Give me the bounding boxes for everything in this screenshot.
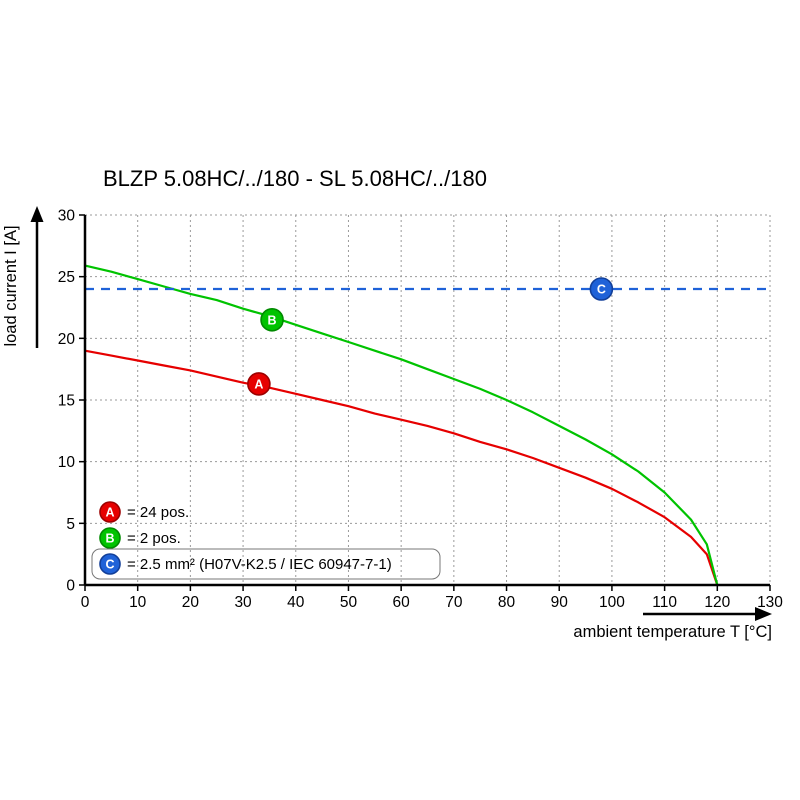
legend: A = 24 pos. B = 2 pos. C = 2.5 mm² (H07V… [91, 501, 441, 580]
y-tick-label-15: 15 [58, 393, 75, 410]
x-tick-label-20: 20 [182, 594, 200, 611]
y-tick-label-20: 20 [58, 331, 76, 348]
curve-layer [84, 264, 770, 586]
curve-A [84, 349, 719, 586]
x-tick-label-80: 80 [498, 594, 516, 611]
y-tick-label-25: 25 [58, 269, 75, 286]
grid-layer [85, 214, 771, 585]
y-tick-label-5: 5 [66, 516, 75, 533]
marker-layer: A B C [247, 277, 614, 396]
legend-item-c-box [91, 548, 441, 580]
x-tick-label-100: 100 [599, 594, 625, 611]
marker-A [247, 372, 271, 396]
legend-dot-a [99, 501, 121, 523]
y-tick-label-0: 0 [66, 578, 75, 595]
legend-label-a: = 24 pos. [127, 504, 189, 521]
marker-letter-B: B [268, 313, 277, 327]
x-tick-label-70: 70 [445, 594, 463, 611]
x-axis-annotation: ambient temperature T [°C] [573, 607, 772, 641]
y-axis-arrow-head [30, 206, 44, 222]
marker-letter-A: A [254, 377, 263, 391]
x-tick-label-10: 10 [129, 594, 147, 611]
y-axis-label: load current I [A] [2, 225, 20, 346]
chart-title: BLZP 5.08HC/../180 - SL 5.08HC/../180 [103, 166, 487, 191]
legend-label-b: = 2 pos. [127, 530, 181, 547]
x-tick-label-30: 30 [234, 594, 252, 611]
x-axis-arrow-head [755, 607, 772, 621]
y-axis-annotation: load current I [A] [2, 206, 44, 348]
x-tick-label-60: 60 [393, 594, 411, 611]
y-tick-label-30: 30 [58, 208, 76, 225]
legend-letter-b: B [105, 532, 114, 546]
marker-C [589, 277, 614, 301]
x-tick-label-110: 110 [652, 594, 677, 611]
marker-letter-C: C [597, 283, 606, 297]
x-axis-label: ambient temperature T [°C] [573, 623, 772, 641]
axis-layer: 0 10 20 30 40 50 60 70 80 90 100 110 120 130 0 5 10 15 20 2… [58, 208, 784, 612]
legend-dot-b [99, 527, 121, 549]
legend-label-c: = 2.5 mm² (H07V-K2.5 / IEC 60947-7-1) [127, 556, 392, 573]
x-tick-label-0: 0 [81, 594, 90, 611]
y-tick-label-10: 10 [58, 454, 76, 471]
x-tick-label-90: 90 [551, 594, 569, 611]
x-tick-label-130: 130 [757, 594, 783, 611]
legend-letter-a: A [105, 506, 114, 520]
x-tick-label-50: 50 [340, 594, 358, 611]
legend-dot-c [99, 553, 121, 575]
x-tick-label-120: 120 [704, 594, 730, 611]
legend-letter-c: C [105, 558, 114, 572]
curve-B [84, 264, 719, 586]
x-tick-label-40: 40 [287, 594, 305, 611]
marker-B [260, 308, 284, 332]
